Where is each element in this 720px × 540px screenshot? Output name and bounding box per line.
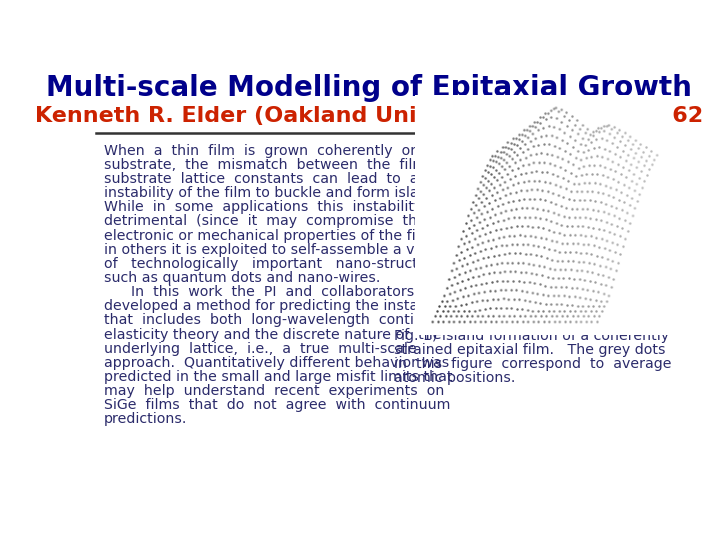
Text: in  this  figure  correspond  to  average: in this figure correspond to average	[394, 357, 672, 371]
Text: atomic positions.: atomic positions.	[394, 371, 516, 385]
Text: approach.  Quantitatively different behavior was: approach. Quantitatively different behav…	[104, 356, 449, 370]
Text: Fig. 1) Island formation of a coherently: Fig. 1) Island formation of a coherently	[394, 329, 669, 343]
Text: that  includes  both  long-wavelength  continuum: that includes both long-wavelength conti…	[104, 313, 454, 327]
Text: SiGe  films  that  do  not  agree  with  continuum: SiGe films that do not agree with contin…	[104, 399, 450, 412]
Text: Kenneth R. Elder (Oakland University), DMR 0413062: Kenneth R. Elder (Oakland University), D…	[35, 105, 703, 125]
Text: When  a  thin  film  is  grown  coherently  on  a: When a thin film is grown coherently on …	[104, 144, 437, 158]
Text: substrate,  the  mismatch  between  the  film  and: substrate, the mismatch between the film…	[104, 158, 462, 172]
Text: instability of the film to buckle and form islands.: instability of the film to buckle and fo…	[104, 186, 449, 200]
Text: may  help  understand  recent  experiments  on: may help understand recent experiments o…	[104, 384, 444, 398]
Text: underlying  lattice,  i.e.,  a  true  multi-scale: underlying lattice, i.e., a true multi-s…	[104, 342, 417, 356]
Text: detrimental  (since  it  may  compromise  the: detrimental (since it may compromise the	[104, 214, 426, 228]
Text: strained epitaxial film.   The grey dots: strained epitaxial film. The grey dots	[394, 343, 665, 357]
Text: such as quantum dots and nano-wires.: such as quantum dots and nano-wires.	[104, 271, 380, 285]
Text: elasticity theory and the discrete nature of  the: elasticity theory and the discrete natur…	[104, 328, 441, 342]
Text: predictions.: predictions.	[104, 413, 187, 427]
Text: In  this  work  the  PI  and  collaborators: In this work the PI and collaborators	[104, 285, 414, 299]
Text: predicted in the small and large misfit limits that: predicted in the small and large misfit …	[104, 370, 452, 384]
Text: Multi-scale Modelling of Epitaxial Growth: Multi-scale Modelling of Epitaxial Growt…	[46, 73, 692, 102]
Text: of   technologically   important   nano-structures: of technologically important nano-struct…	[104, 257, 449, 271]
Text: in others it is exploited to self-assemble a variety: in others it is exploited to self-assemb…	[104, 243, 456, 256]
Text: substrate  lattice  constants  can  lead  to  an: substrate lattice constants can lead to …	[104, 172, 428, 186]
Text: developed a method for predicting the instability: developed a method for predicting the in…	[104, 299, 453, 313]
Text: While  in  some  applications  this  instability  is: While in some applications this instabil…	[104, 200, 443, 214]
Text: electronic or mechanical properties of the film),: electronic or mechanical properties of t…	[104, 228, 444, 242]
